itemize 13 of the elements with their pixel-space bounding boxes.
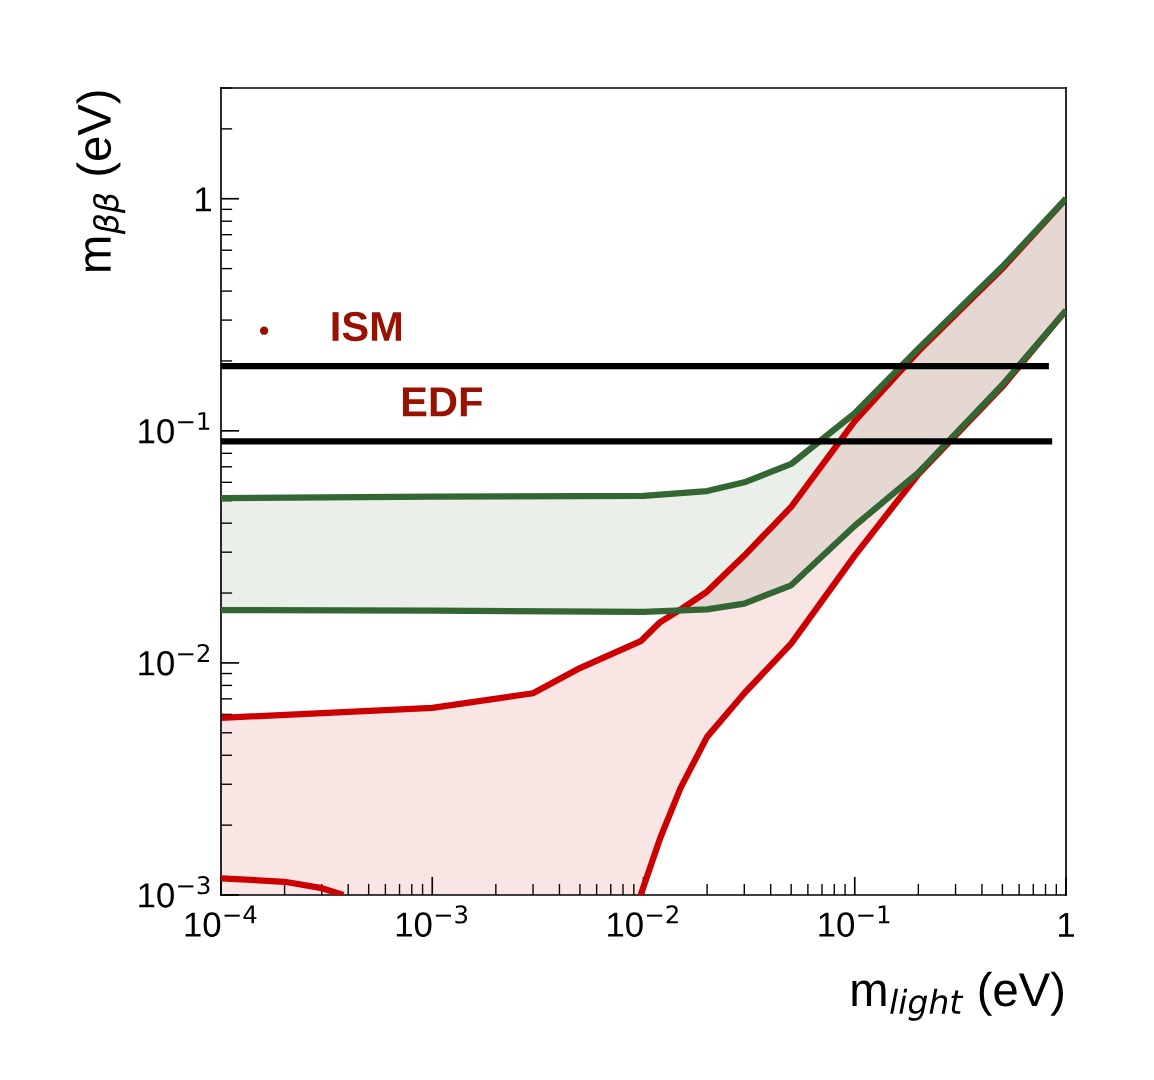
annotation: EDF	[402, 387, 482, 417]
y-tick-label: 1	[196, 187, 211, 212]
x-tick-label: 10$^{−1}$	[819, 905, 890, 937]
x-tick-label: 10$^{−2}$	[608, 905, 678, 937]
y-tick-label: 10$^{−1}$	[139, 412, 210, 444]
y-tick-label: 10$^{−3}$	[139, 875, 210, 908]
x-tick-label: 1	[1058, 912, 1074, 937]
x-axis-title: m$_{light}$ (eV)	[852, 971, 1063, 1021]
x-tick-label: 10$^{−3}$	[396, 905, 468, 937]
x-tick-label: 10$^{−4}$	[185, 905, 257, 937]
y-tick-label: 10$^{−2}$	[139, 643, 209, 676]
annotation: ISM	[332, 311, 402, 342]
y-axis-title: m$_{ββ}$ (eV)	[76, 91, 126, 271]
